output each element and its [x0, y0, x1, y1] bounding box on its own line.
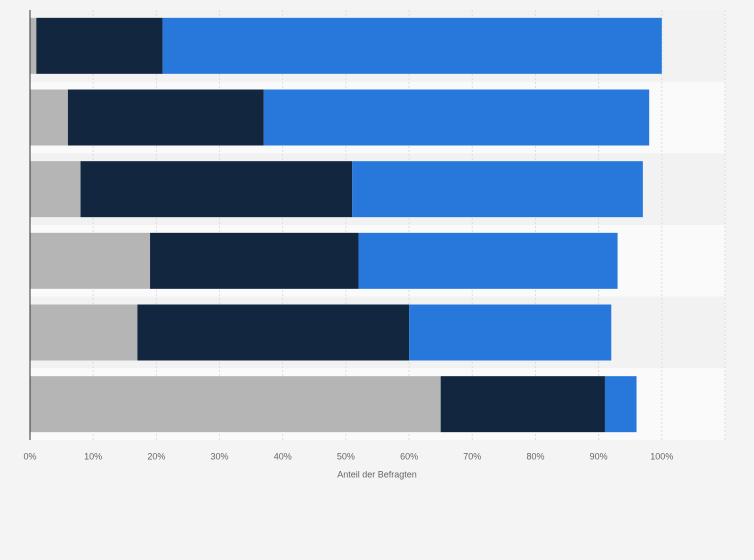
bar-segment [352, 161, 643, 218]
x-tick-label: 20% [147, 451, 165, 461]
x-tick-label: 30% [211, 451, 229, 461]
x-tick-label: 10% [84, 451, 102, 461]
bar-segment [30, 161, 81, 218]
x-tick-label: 80% [526, 451, 544, 461]
bar-segment [67, 89, 264, 146]
bar-segment [30, 89, 68, 146]
bar-segment [358, 232, 618, 289]
bars [30, 17, 662, 433]
bar-segment [604, 376, 637, 433]
bar-segment [137, 304, 410, 361]
x-tick-label: 70% [463, 451, 481, 461]
x-tick-label: 100% [650, 451, 673, 461]
bar-segment [409, 304, 612, 361]
bar-segment [30, 304, 138, 361]
bar-segment [30, 17, 37, 74]
bar-segment [30, 232, 151, 289]
bar-segment [440, 376, 605, 433]
x-tick-label: 50% [337, 451, 355, 461]
x-tick-label: 40% [274, 451, 292, 461]
x-axis-title: Anteil der Befragten [337, 469, 417, 479]
x-tick-label: 0% [23, 451, 36, 461]
x-tick-label: 90% [590, 451, 608, 461]
bar-segment [36, 17, 163, 74]
bar-segment [150, 232, 359, 289]
row-bands [30, 10, 725, 440]
bar-segment [30, 376, 441, 433]
bar-segment [80, 161, 353, 218]
grid: 0% 10% 20% 30% 40% 50% 60% 70% 80% 90% 100% [23, 10, 726, 461]
bar-segment [263, 89, 650, 146]
bar-segment [162, 17, 662, 74]
x-tick-label: 60% [400, 451, 418, 461]
